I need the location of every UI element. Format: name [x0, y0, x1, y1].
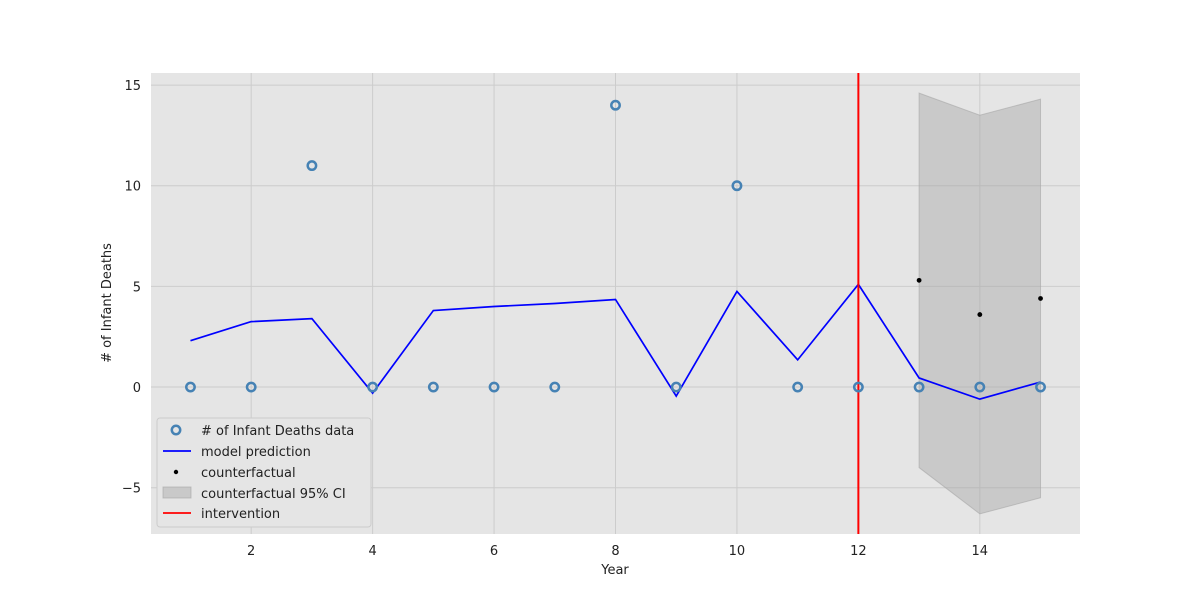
- data-points-group: [185, 99, 1046, 393]
- counterfactual-points-group: [916, 277, 1043, 317]
- data-point: [913, 381, 925, 393]
- legend-ci-swatch: [162, 486, 192, 499]
- counterfactual-point: [977, 312, 983, 317]
- y-tick-label: −5: [122, 482, 141, 497]
- x-tick-label: 10: [729, 544, 746, 559]
- data-point: [427, 381, 439, 393]
- x-tick-label: 4: [368, 544, 376, 559]
- legend-label-model: model prediction: [201, 445, 311, 460]
- data-point: [670, 381, 682, 393]
- data-point: [306, 160, 318, 172]
- model-line-group: [190, 282, 1041, 401]
- data-point: [731, 180, 743, 192]
- data-point: [185, 381, 196, 393]
- data-point: [245, 381, 257, 393]
- x-tick-label: 2: [247, 544, 255, 559]
- x-axis-label: Year: [600, 563, 629, 578]
- y-tick-label: 0: [133, 381, 141, 396]
- legend-label-data: # of Infant Deaths data: [201, 424, 354, 439]
- y-tick-labels: −5 0 5 10 15: [122, 79, 141, 497]
- counterfactual-point: [916, 277, 922, 283]
- data-point: [1035, 381, 1046, 393]
- y-tick-label: 5: [133, 280, 141, 295]
- model-prediction-line: [190, 282, 1041, 401]
- x-tick-label: 12: [850, 544, 867, 559]
- x-tick-label: 8: [611, 544, 619, 559]
- x-tick-label: 14: [972, 544, 989, 559]
- y-tick-label: 10: [124, 180, 141, 195]
- legend-counterfactual-marker: [173, 469, 179, 475]
- data-point: [852, 381, 864, 393]
- legend-label-intervention: intervention: [201, 507, 280, 522]
- counterfactual-point: [1038, 296, 1043, 301]
- x-tick-label: 6: [490, 544, 498, 559]
- data-point: [549, 381, 561, 393]
- y-tick-label: 15: [124, 79, 141, 94]
- ci-band: [918, 92, 1042, 515]
- legend-box: [156, 417, 372, 528]
- legend-data-marker: [170, 424, 182, 436]
- ci-band-group: [918, 92, 1042, 515]
- legend-label-counterfactual: counterfactual: [201, 466, 296, 481]
- data-point: [367, 381, 379, 393]
- data-point: [974, 381, 986, 393]
- x-tick-labels: 2 4 6 8 10 12 14: [247, 544, 988, 559]
- data-point: [488, 381, 500, 393]
- legend: # of Infant Deaths data model prediction…: [156, 417, 372, 528]
- y-axis-label: # of Infant Deaths: [100, 243, 115, 363]
- data-point: [792, 381, 804, 393]
- data-point: [610, 99, 621, 111]
- legend-label-ci: counterfactual 95% CI: [201, 487, 346, 502]
